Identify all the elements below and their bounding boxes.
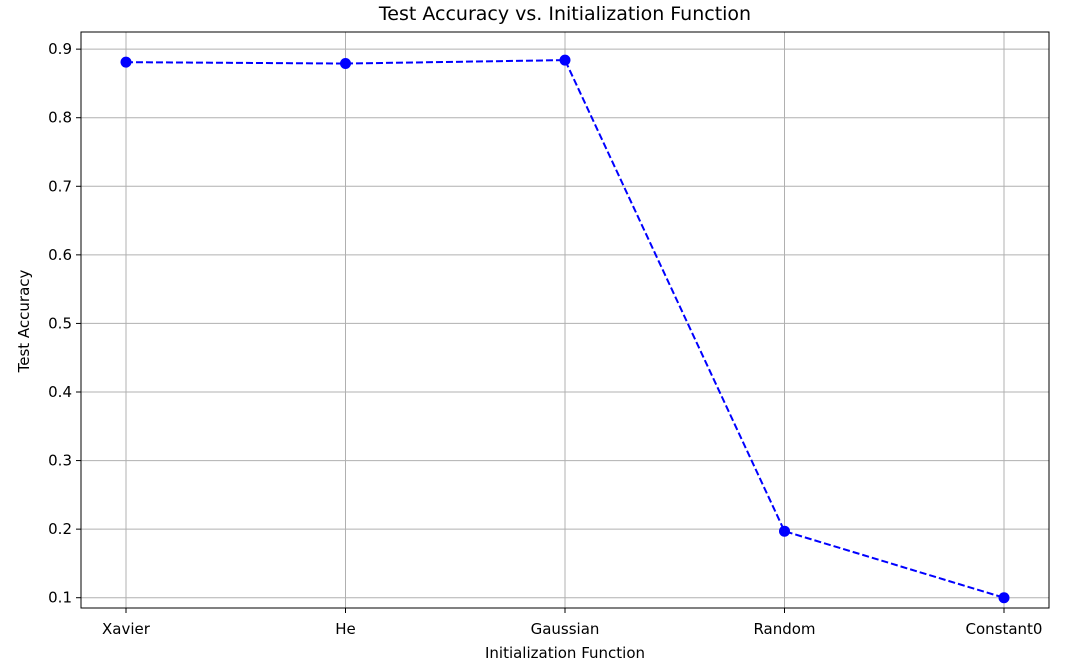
y-tick-label: 0.2 xyxy=(48,520,72,538)
data-point xyxy=(559,54,571,66)
x-tick-label: Xavier xyxy=(102,620,151,638)
series-layer xyxy=(120,54,1010,604)
data-point xyxy=(120,56,132,68)
y-tick-label: 0.6 xyxy=(48,246,72,264)
y-tick-label: 0.5 xyxy=(48,314,72,332)
y-tick-label: 0.3 xyxy=(48,452,72,470)
x-tick-label: Random xyxy=(753,620,815,638)
x-tick-label: Gaussian xyxy=(531,620,600,638)
y-axis: 0.1 0.2 0.3 0.4 0.5 0.6 0.7 0.8 0.9 xyxy=(48,40,81,607)
x-tick-label: He xyxy=(335,620,356,638)
x-axis: Xavier He Gaussian Random Constant0 xyxy=(102,608,1042,638)
y-axis-label: Test Accuracy xyxy=(15,269,33,373)
y-tick-label: 0.9 xyxy=(48,40,72,58)
series-line xyxy=(125,59,1005,599)
x-tick-label: Constant0 xyxy=(966,620,1043,638)
y-tick-label: 0.8 xyxy=(48,109,72,127)
x-axis-label: Initialization Function xyxy=(485,644,645,661)
grid-lines xyxy=(81,32,1049,608)
y-tick-label: 0.1 xyxy=(48,589,72,607)
y-tick-label: 0.4 xyxy=(48,383,72,401)
data-point xyxy=(340,58,351,70)
chart-title: Test Accuracy vs. Initialization Functio… xyxy=(378,3,751,25)
y-tick-label: 0.7 xyxy=(48,177,72,195)
data-point xyxy=(779,525,790,537)
data-point xyxy=(998,592,1010,604)
